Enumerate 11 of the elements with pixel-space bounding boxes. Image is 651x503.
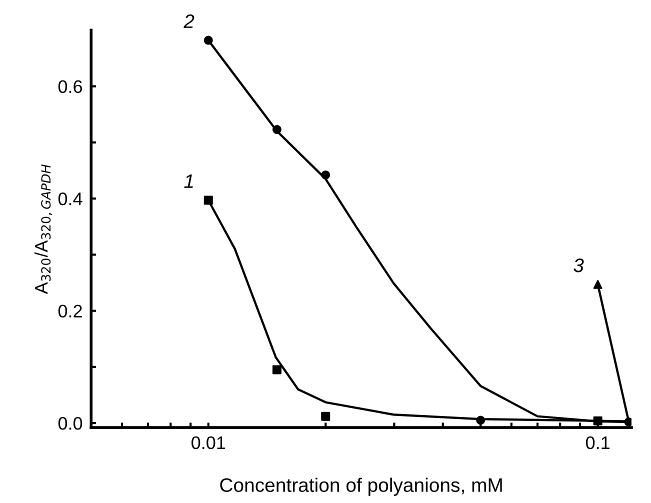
y-tick-label: 0.4 xyxy=(58,192,82,206)
x-axis-title: Concentration of polyanions, mM xyxy=(220,478,502,496)
x-tick-label: 0.01 xyxy=(192,436,226,450)
y-tick-label: 0.6 xyxy=(58,80,82,94)
series-label: 3 xyxy=(574,258,584,272)
y-axis-title: A$_{320}$/A$_{320,GAPDH}$ xyxy=(34,164,52,294)
y-tick-label: 0.2 xyxy=(58,304,82,318)
x-tick-label: 0.1 xyxy=(586,436,610,450)
series-label: 2 xyxy=(184,14,194,28)
series-label: 1 xyxy=(184,174,193,188)
y-tick-label: 0.0 xyxy=(58,416,82,430)
